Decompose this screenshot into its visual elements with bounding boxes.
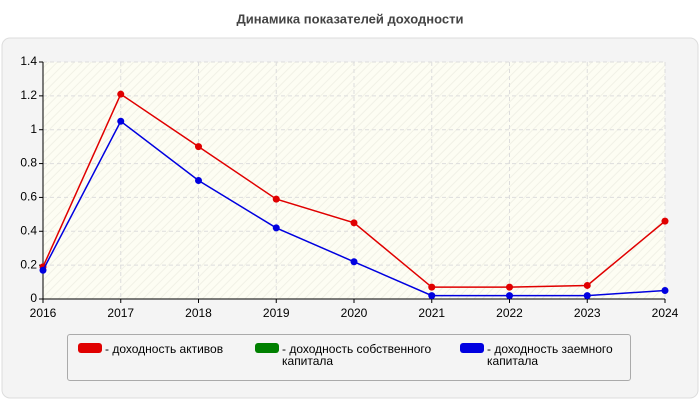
point [506,292,513,300]
legend-label: - доходность собственного капитала [282,342,432,368]
point [428,292,436,300]
legend-swatch [78,343,102,353]
point [661,287,669,295]
y-tick-label: 1 [30,122,37,136]
point [350,219,358,227]
y-tick-label: 0.6 [20,190,37,204]
x-tick-label: 2024 [652,306,679,320]
y-tick-label: 1.2 [20,88,37,102]
legend-item: - доходность собственного капитала [255,343,432,367]
y-tick-label: 0.2 [20,257,37,271]
legend-item: - доходность заемного капитала [460,343,637,367]
legend-swatch [255,343,279,353]
y-tick-label: 0.8 [20,156,37,170]
legend: - доходность активов - доходность собстве… [67,334,631,381]
point [506,283,513,291]
x-tick-label: 2021 [418,306,445,320]
legend-item: - доходность активов [78,343,255,355]
point [661,217,669,225]
y-tick-label: 1.4 [20,54,37,68]
chart-title: Динамика показателей доходности [236,11,463,26]
legend-label: - доходность активов [105,342,224,356]
x-tick-label: 2019 [263,306,290,320]
point [195,177,202,184]
point [583,292,591,300]
point [583,281,591,289]
point [272,195,280,203]
point [39,266,47,274]
point [272,224,280,232]
x-tick-label: 2022 [496,306,523,320]
x-tick-label: 2020 [341,306,368,320]
point [195,143,202,151]
x-tick-label: 2023 [574,306,601,320]
y-tick-label: 0.4 [20,223,37,237]
point [350,258,358,266]
point [117,117,125,125]
x-tick-label: 2017 [107,306,134,320]
point [117,90,125,98]
x-tick-label: 2016 [30,306,57,320]
legend-label: - доходность заемного капитала [487,342,613,368]
y-tick-label: 0 [30,291,37,305]
x-tick-label: 2018 [185,306,212,320]
point [428,283,436,291]
legend-swatch [460,343,484,353]
